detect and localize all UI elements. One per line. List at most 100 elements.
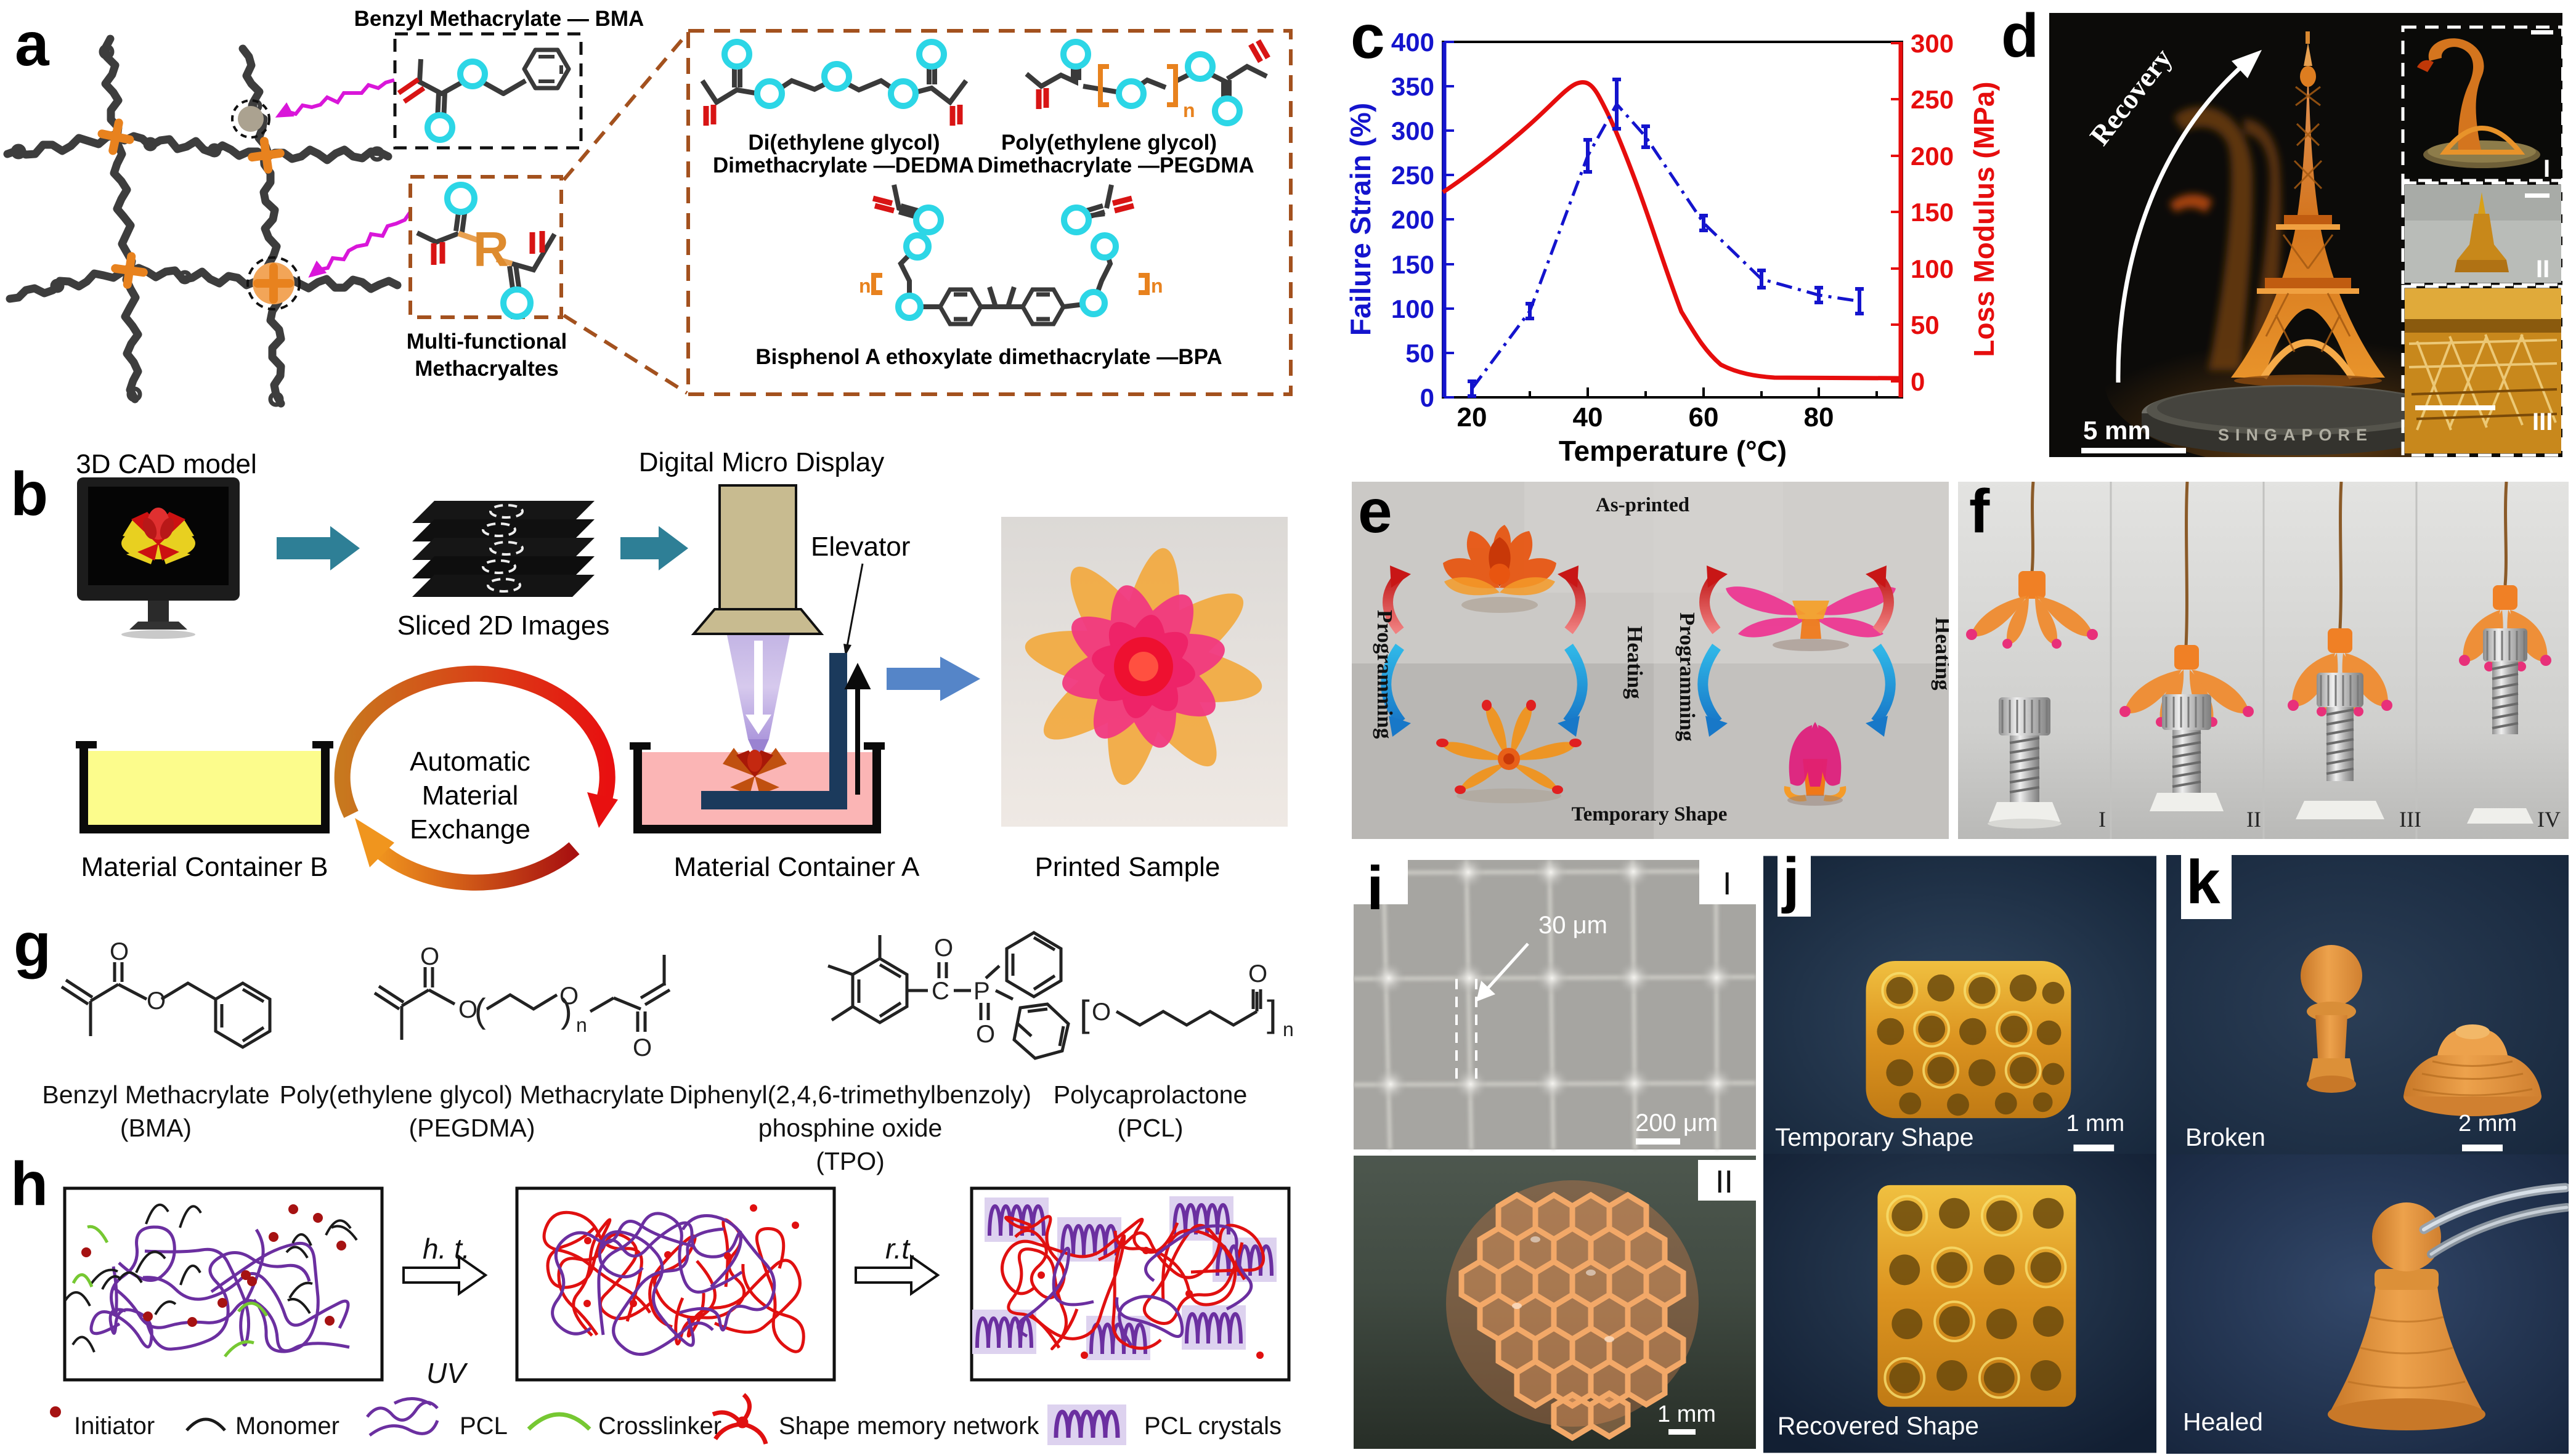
svg-text:Heating: Heating xyxy=(1623,626,1647,699)
svg-text:Broken: Broken xyxy=(2185,1123,2265,1151)
svg-text:Diphenyl(2,4,6-trimethylbenzol: Diphenyl(2,4,6-trimethylbenzoly) xyxy=(669,1080,1031,1109)
svg-text:50: 50 xyxy=(1405,339,1434,368)
svg-text:Material Container A: Material Container A xyxy=(674,852,920,882)
svg-text:]: ] xyxy=(1267,993,1277,1034)
svg-text:0: 0 xyxy=(1420,383,1434,412)
svg-text:I: I xyxy=(2543,155,2550,182)
svg-text:Dimethacrylate —DEDMA: Dimethacrylate —DEDMA xyxy=(713,153,974,177)
svg-text:I: I xyxy=(2099,807,2106,832)
svg-text:Poly(ethylene glycol): Poly(ethylene glycol) xyxy=(1001,131,1217,155)
svg-text:Programming: Programming xyxy=(1675,612,1699,742)
svg-text:(TPO): (TPO) xyxy=(816,1147,885,1175)
svg-text:20: 20 xyxy=(1457,402,1487,432)
svg-text:II: II xyxy=(2246,807,2261,832)
svg-text:Healed: Healed xyxy=(2183,1408,2263,1436)
svg-text:Loss Modulus (MPa): Loss Modulus (MPa) xyxy=(1968,81,2000,357)
svg-text:3D CAD model: 3D CAD model xyxy=(76,450,256,479)
svg-text:h. t.: h. t. xyxy=(423,1233,470,1265)
svg-text:(BMA): (BMA) xyxy=(120,1114,192,1142)
svg-text:200 μm: 200 μm xyxy=(1635,1109,1718,1137)
svg-text:Multi-functional: Multi-functional xyxy=(407,330,567,354)
svg-text:O: O xyxy=(976,1021,995,1048)
svg-text:Temperature (°C): Temperature (°C) xyxy=(1559,435,1787,467)
svg-text:100: 100 xyxy=(1391,294,1434,323)
svg-text:(PCL): (PCL) xyxy=(1117,1114,1183,1142)
svg-text:30 μm: 30 μm xyxy=(1538,912,1607,939)
svg-text:C: C xyxy=(932,978,949,1005)
svg-text:Programming: Programming xyxy=(1373,610,1397,739)
svg-text:O: O xyxy=(1092,999,1111,1026)
svg-text:UV: UV xyxy=(426,1357,468,1389)
svg-text:Recovered Shape: Recovered Shape xyxy=(1778,1412,1979,1440)
svg-text:Failure Strain (%): Failure Strain (%) xyxy=(1344,103,1376,336)
svg-text:Elevator: Elevator xyxy=(811,532,910,562)
svg-text:Heating: Heating xyxy=(1931,617,1949,691)
svg-text:300: 300 xyxy=(1391,116,1434,145)
svg-text:O: O xyxy=(633,1034,652,1061)
svg-text:O: O xyxy=(458,996,477,1023)
svg-text:(PEGDMA): (PEGDMA) xyxy=(409,1114,535,1142)
svg-text:O: O xyxy=(147,987,166,1015)
svg-text:I: I xyxy=(1723,866,1731,902)
svg-text:n: n xyxy=(1151,275,1163,297)
svg-text:Initiator: Initiator xyxy=(74,1412,155,1440)
svg-text:Dimethacrylate —PEGDMA: Dimethacrylate —PEGDMA xyxy=(977,153,1254,177)
svg-text:100: 100 xyxy=(1911,254,1954,283)
svg-text:PCL: PCL xyxy=(460,1412,508,1440)
svg-text:Di(ethylene glycol): Di(ethylene glycol) xyxy=(748,131,940,155)
svg-text:As-printed: As-printed xyxy=(1596,494,1689,516)
svg-text:150: 150 xyxy=(1911,198,1954,227)
svg-text:200: 200 xyxy=(1911,142,1954,171)
svg-text:250: 250 xyxy=(1391,161,1434,190)
svg-text:Methacryaltes: Methacryaltes xyxy=(415,357,558,381)
svg-text:III: III xyxy=(2399,807,2421,832)
svg-text:Exchange: Exchange xyxy=(410,814,530,845)
svg-text:Benzyl Methacrylate: Benzyl Methacrylate xyxy=(42,1080,269,1109)
svg-text:Polycaprolactone: Polycaprolactone xyxy=(1054,1080,1248,1109)
svg-text:Shape memory network: Shape memory network xyxy=(779,1412,1039,1440)
svg-text:150: 150 xyxy=(1391,250,1434,279)
svg-text:0: 0 xyxy=(1911,367,1925,396)
svg-text:(: ( xyxy=(474,991,486,1030)
svg-text:II: II xyxy=(1715,1164,1733,1200)
svg-text:II: II xyxy=(2536,256,2550,283)
svg-text:phosphine oxide: phosphine oxide xyxy=(758,1114,943,1142)
svg-text:Temporary Shape: Temporary Shape xyxy=(1775,1123,1974,1151)
svg-text:Automatic: Automatic xyxy=(410,747,530,777)
svg-text:O: O xyxy=(1248,960,1267,987)
svg-text:): ) xyxy=(561,991,572,1030)
svg-text:r.t.: r.t. xyxy=(885,1233,917,1265)
svg-text:Temporary Shape: Temporary Shape xyxy=(1572,803,1728,825)
svg-text:IV: IV xyxy=(2537,807,2561,832)
svg-text:300: 300 xyxy=(1911,29,1954,58)
svg-text:Monomer: Monomer xyxy=(235,1412,339,1440)
svg-text:O: O xyxy=(559,983,579,1010)
svg-text:III: III xyxy=(2532,408,2553,436)
svg-text:[: [ xyxy=(1079,993,1090,1034)
svg-text:250: 250 xyxy=(1911,85,1954,114)
svg-text:1 mm: 1 mm xyxy=(1657,1401,1716,1427)
svg-text:n: n xyxy=(576,1014,587,1036)
svg-text:5 mm: 5 mm xyxy=(2083,416,2151,445)
svg-text:O: O xyxy=(934,934,953,962)
svg-text:Crosslinker: Crosslinker xyxy=(598,1412,721,1440)
svg-text:200: 200 xyxy=(1391,205,1434,234)
svg-text:350: 350 xyxy=(1391,72,1434,101)
svg-text:Material: Material xyxy=(422,780,519,811)
svg-text:80: 80 xyxy=(1804,402,1834,432)
svg-text:Poly(ethylene glycol) Methacry: Poly(ethylene glycol) Methacrylate xyxy=(280,1080,664,1109)
svg-text:Digital Micro Display: Digital Micro Display xyxy=(639,450,885,477)
svg-text:O: O xyxy=(110,938,129,965)
svg-text:Material Container B: Material Container B xyxy=(81,852,328,882)
svg-text:Printed Sample: Printed Sample xyxy=(1035,852,1221,882)
svg-text:50: 50 xyxy=(1911,310,1940,339)
svg-text:O: O xyxy=(420,943,439,970)
svg-text:n: n xyxy=(1183,99,1195,121)
svg-text:Bisphenol A ethoxylate dimetha: Bisphenol A ethoxylate dimethacrylate —B… xyxy=(755,345,1222,369)
svg-text:n: n xyxy=(859,275,871,297)
svg-text:40: 40 xyxy=(1573,402,1603,432)
svg-text:400: 400 xyxy=(1391,28,1434,57)
svg-text:2 mm: 2 mm xyxy=(2458,1111,2517,1137)
svg-text:PCL crystals: PCL crystals xyxy=(1144,1412,1282,1440)
svg-text:n: n xyxy=(1283,1018,1294,1040)
